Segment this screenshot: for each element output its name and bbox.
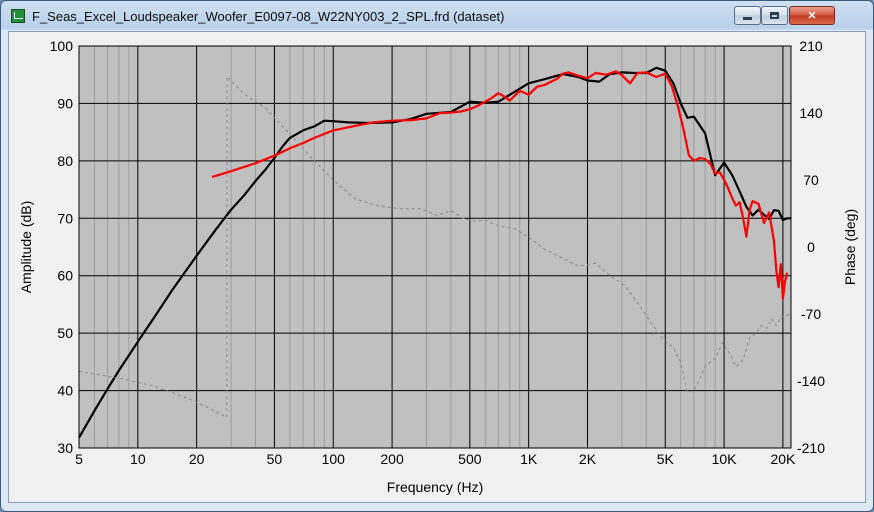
window-title: F_Seas_Excel_Loudspeaker_Woofer_E0097-08… [32, 9, 505, 24]
y2-tick-label: 210 [799, 38, 823, 54]
plot-background [78, 45, 792, 449]
y2-tick-label: -210 [797, 440, 825, 456]
y2-tick-label: 70 [803, 172, 819, 188]
y-tick-label: 80 [57, 153, 73, 169]
x-tick-label: 1K [520, 451, 538, 467]
chart-series [78, 45, 792, 449]
y-tick-label: 50 [57, 325, 73, 341]
y2-tick-labels: -210 -140 -70 0 70 140 210 [797, 38, 825, 456]
graph-client-area: 5 10 20 50 100 200 500 1K 2K 5K 10K 20K 30 40 50 60 70 8… [8, 31, 866, 503]
x-tick-label: 200 [380, 451, 404, 467]
maximize-icon [770, 12, 779, 19]
minimize-icon [743, 17, 752, 20]
y-tick-label: 70 [57, 210, 73, 226]
chart-app-icon[interactable] [11, 9, 25, 23]
frequency-response-chart[interactable]: 5 10 20 50 100 200 500 1K 2K 5K 10K 20K 30 40 50 60 70 8… [9, 32, 865, 502]
minimize-button[interactable] [734, 6, 761, 25]
y-tick-label: 60 [57, 268, 73, 284]
x-tick-label: 100 [322, 451, 346, 467]
title-bar[interactable]: F_Seas_Excel_Loudspeaker_Woofer_E0097-08… [1, 1, 873, 31]
y-axis-label: Amplitude (dB) [18, 201, 34, 294]
maximize-button[interactable] [761, 6, 788, 25]
red-spl-curve [211, 70, 789, 300]
plot-border [78, 45, 792, 449]
black-spl-curve [78, 66, 791, 439]
y2-tick-label: 140 [799, 105, 823, 121]
y-tick-labels: 30 40 50 60 70 80 90 100 [50, 38, 74, 456]
x-tick-label: 500 [458, 451, 482, 467]
x-tick-label: 10K [712, 451, 738, 467]
close-button[interactable]: ✕ [789, 6, 835, 25]
x-tick-label: 2K [579, 451, 597, 467]
y-tick-label: 40 [57, 383, 73, 399]
y2-axis-label: Phase (deg) [842, 209, 858, 285]
x-tick-label: 5K [657, 451, 675, 467]
x-tick-label: 20 [189, 451, 205, 467]
x-tick-label: 50 [267, 451, 283, 467]
x-tick-label: 20K [770, 451, 796, 467]
y2-tick-label: -140 [797, 373, 825, 389]
close-icon: ✕ [807, 10, 817, 22]
y2-tick-label: 0 [807, 239, 815, 255]
x-tick-label: 10 [130, 451, 146, 467]
y-tick-label: 100 [50, 38, 74, 54]
y-tick-label: 90 [57, 95, 73, 111]
y-tick-label: 30 [57, 440, 73, 456]
phase-curve [78, 76, 791, 418]
y2-tick-label: -70 [801, 306, 821, 322]
x-tick-labels: 5 10 20 50 100 200 500 1K 2K 5K 10K 20K [75, 451, 796, 467]
x-axis-label: Frequency (Hz) [387, 479, 483, 495]
x-tick-label: 5 [75, 451, 83, 467]
